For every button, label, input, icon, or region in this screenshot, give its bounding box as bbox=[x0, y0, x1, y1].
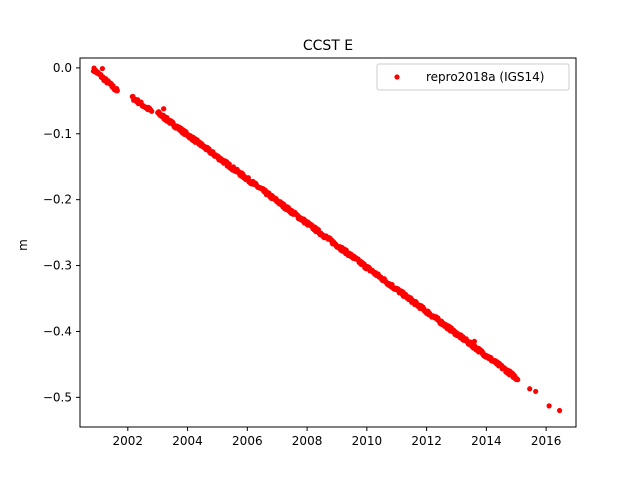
data-point bbox=[546, 403, 552, 409]
x-tick-label: 2016 bbox=[531, 434, 562, 448]
data-point bbox=[556, 407, 563, 414]
legend: repro2018a (IGS14) bbox=[376, 63, 570, 91]
legend-label-repro2018a: repro2018a (IGS14) bbox=[426, 70, 544, 84]
y-axis-ticks: 0.0 −0.1 −0.2 −0.3 −0.4 −0.5 bbox=[43, 61, 80, 404]
y-tick-label: −0.2 bbox=[43, 193, 72, 207]
x-tick-label: 2012 bbox=[411, 434, 442, 448]
data-point bbox=[471, 338, 478, 344]
data-point bbox=[99, 65, 106, 72]
data-point bbox=[527, 386, 533, 392]
x-tick-label: 2004 bbox=[172, 434, 203, 448]
x-tick-label: 2010 bbox=[352, 434, 383, 448]
plot-frame bbox=[79, 57, 577, 428]
data-point bbox=[149, 108, 155, 114]
y-tick-label: 0.0 bbox=[53, 61, 72, 75]
x-tick-label: 2002 bbox=[113, 434, 144, 448]
y-tick-label: −0.4 bbox=[43, 324, 72, 338]
x-tick-label: 2014 bbox=[471, 434, 502, 448]
data-point bbox=[515, 377, 521, 383]
y-tick-label: −0.5 bbox=[43, 390, 72, 404]
x-tick-label: 2006 bbox=[232, 434, 263, 448]
data-point bbox=[533, 388, 539, 395]
x-axis-ticks: 2002 2004 2006 2008 2010 2012 2014 2016 bbox=[113, 427, 562, 448]
x-tick-label: 2008 bbox=[292, 434, 323, 448]
y-tick-label: −0.1 bbox=[43, 127, 72, 141]
data-point bbox=[114, 88, 120, 94]
legend-box bbox=[376, 63, 570, 91]
data-point bbox=[161, 106, 167, 112]
data-points-layer bbox=[90, 65, 563, 414]
y-axis-label: m bbox=[16, 239, 30, 251]
legend-marker bbox=[394, 74, 400, 80]
chart-title: CCST E bbox=[303, 38, 353, 54]
y-tick-label: −0.3 bbox=[43, 259, 72, 273]
